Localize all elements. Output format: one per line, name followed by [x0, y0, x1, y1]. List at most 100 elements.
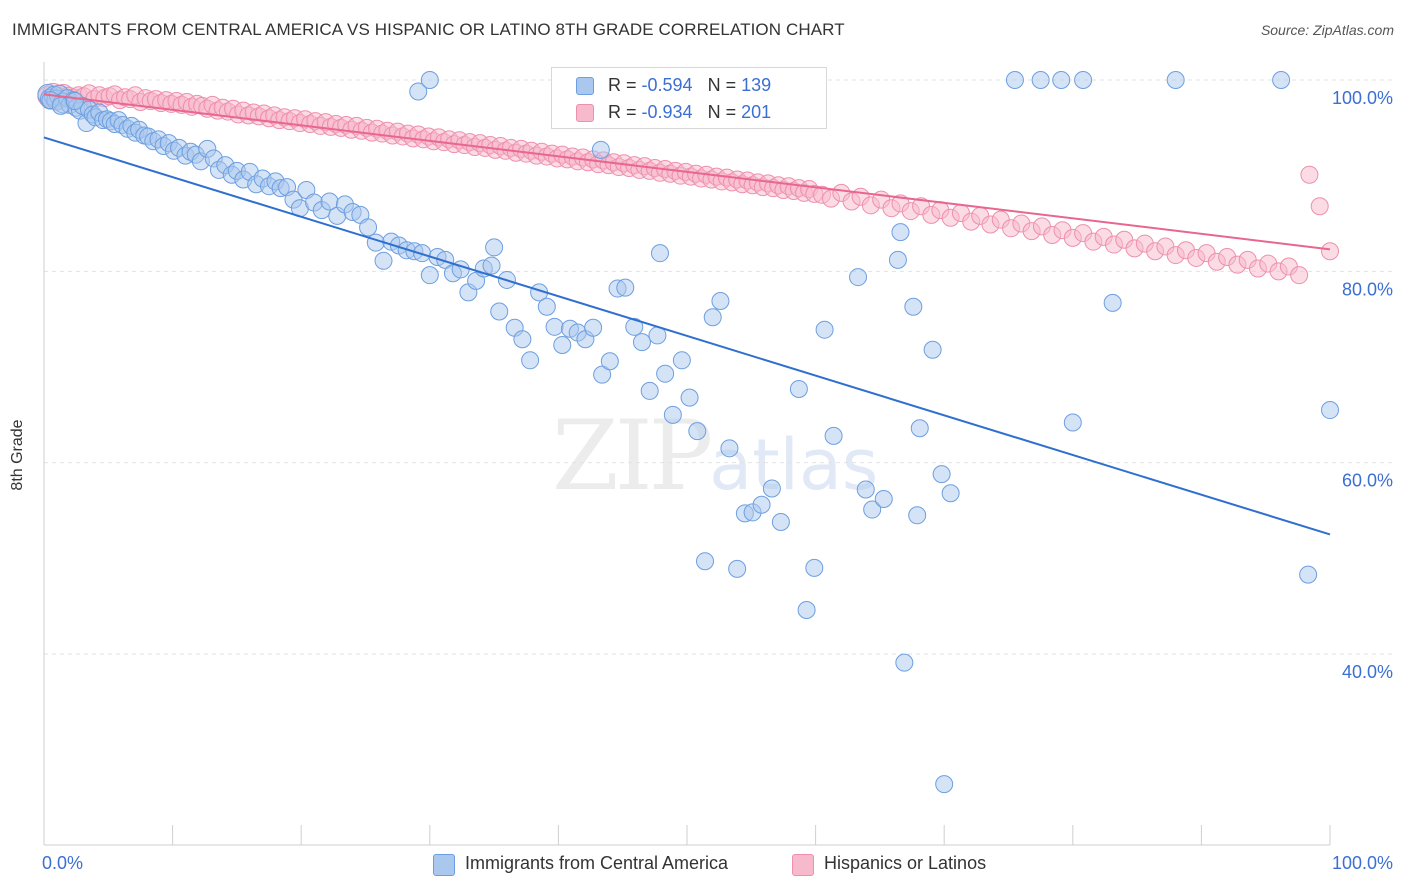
point-central-america	[593, 365, 612, 384]
point-central-america	[762, 479, 781, 498]
point-central-america	[420, 71, 439, 89]
tick-labels: 40.0% 60.0% 80.0% 100.0% 0.0% 100.0%	[42, 88, 1393, 873]
point-central-america	[1103, 293, 1122, 312]
point-central-america	[888, 250, 907, 269]
watermark: ZIPatlas	[552, 400, 878, 512]
point-central-america	[1272, 71, 1291, 89]
trend-line	[43, 93, 1331, 251]
point-central-america	[359, 218, 378, 237]
point-central-america	[1005, 71, 1024, 89]
point-central-america	[815, 320, 834, 339]
point-central-america	[789, 380, 808, 399]
point-central-america	[374, 251, 393, 270]
trend-lines	[43, 93, 1331, 536]
correlation-legend: R = -0.594 N = 139 R = -0.934 N = 201	[551, 67, 827, 129]
point-central-america	[728, 559, 747, 578]
point-central-america	[650, 244, 669, 263]
point-central-america	[625, 317, 644, 336]
legend-n-value: 139	[741, 75, 772, 95]
point-central-america	[1166, 71, 1185, 89]
legend-swatch-blue	[576, 77, 594, 95]
point-central-america	[490, 302, 509, 321]
legend-r-value: -0.594	[641, 75, 693, 95]
point-central-america	[521, 351, 540, 370]
point-central-america	[537, 297, 556, 316]
watermark-atlas: atlas	[709, 424, 879, 506]
point-central-america	[545, 317, 564, 336]
point-central-america	[711, 291, 730, 310]
point-central-america	[513, 330, 532, 349]
series-central-america-points	[37, 71, 1339, 794]
legend-text: R = -0.594 N = 139	[608, 75, 771, 96]
point-central-america	[874, 490, 893, 509]
point-hispanics	[1290, 266, 1309, 285]
point-central-america	[420, 266, 439, 285]
point-central-america	[553, 335, 572, 354]
point-central-america	[824, 426, 843, 445]
point-central-america	[908, 506, 927, 525]
point-central-america	[600, 352, 619, 371]
point-central-america	[1052, 71, 1071, 89]
point-central-america	[672, 351, 691, 370]
point-central-america	[910, 419, 929, 438]
chart-title: IMMIGRANTS FROM CENTRAL AMERICA VS HISPA…	[12, 20, 845, 39]
point-central-america	[409, 82, 428, 101]
point-central-america	[632, 333, 651, 352]
legend-label: Hispanics or Latinos	[824, 853, 987, 873]
point-central-america	[923, 340, 942, 359]
point-central-america	[1063, 413, 1082, 432]
legend-r-label: R =	[608, 102, 642, 122]
point-central-america	[863, 500, 882, 519]
point-hispanics	[1300, 165, 1319, 184]
axes	[43, 62, 1331, 846]
point-central-america	[932, 465, 951, 484]
point-central-america	[688, 422, 707, 441]
legend-swatch-pink	[576, 104, 594, 122]
point-central-america	[891, 223, 910, 242]
point-central-america	[805, 558, 824, 577]
point-central-america	[640, 381, 659, 400]
series-legend: Immigrants from Central America Hispanic…	[0, 852, 1406, 878]
legend-text: R = -0.934 N = 201	[608, 102, 771, 123]
point-central-america	[941, 484, 960, 503]
legend-n-value: 201	[741, 102, 772, 122]
trend-line	[43, 136, 1331, 536]
point-central-america	[935, 775, 954, 794]
point-central-america	[696, 552, 715, 571]
point-central-america	[1031, 71, 1050, 89]
point-central-america	[1321, 401, 1339, 420]
point-central-america	[663, 405, 682, 424]
point-central-america	[771, 512, 790, 531]
y-tick-label: 60.0%	[1342, 471, 1393, 491]
point-hispanics	[1321, 242, 1339, 261]
point-central-america	[584, 318, 603, 337]
point-hispanics	[1310, 197, 1329, 216]
source-label: Source: ZipAtlas.com	[1260, 22, 1394, 38]
y-tick-label: 40.0%	[1342, 662, 1393, 682]
point-central-america	[752, 495, 771, 514]
watermark-zip: ZIP	[552, 400, 713, 512]
point-central-america	[849, 268, 868, 287]
point-central-america	[591, 140, 610, 159]
legend-label: Immigrants from Central America	[465, 853, 729, 873]
point-central-america	[856, 480, 875, 499]
point-central-america	[680, 388, 699, 407]
point-central-america	[720, 439, 739, 458]
point-central-america	[482, 256, 501, 275]
point-central-america	[65, 92, 84, 111]
point-central-america	[616, 278, 635, 297]
point-central-america	[895, 653, 914, 672]
x-tick-label: 100.0%	[1332, 853, 1393, 873]
point-central-america	[797, 600, 816, 619]
point-central-america	[485, 238, 504, 257]
legend-n-label: N =	[707, 75, 742, 95]
y-axis-label: 8th Grade	[9, 419, 26, 491]
point-central-america	[904, 297, 923, 316]
x-tick-label: 0.0%	[42, 853, 83, 873]
legend-swatch-pink	[792, 854, 814, 876]
point-central-america	[1299, 565, 1318, 584]
y-tick-label: 80.0%	[1342, 279, 1393, 299]
point-central-america	[656, 364, 675, 383]
point-central-america	[703, 308, 722, 327]
